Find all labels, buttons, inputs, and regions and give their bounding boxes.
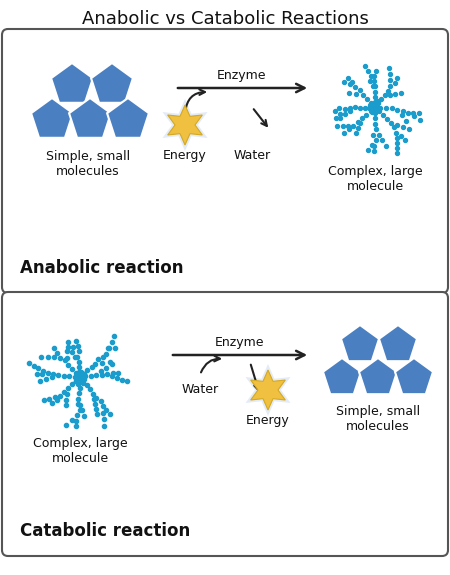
Text: Enzyme: Enzyme xyxy=(215,336,265,349)
Text: Complex, large
molecule: Complex, large molecule xyxy=(33,437,127,465)
FancyBboxPatch shape xyxy=(2,292,448,556)
Polygon shape xyxy=(162,99,207,151)
Polygon shape xyxy=(246,364,291,416)
Polygon shape xyxy=(107,98,149,138)
Polygon shape xyxy=(168,105,202,145)
Polygon shape xyxy=(323,358,361,394)
Polygon shape xyxy=(341,325,379,361)
Text: Simple, small
molecules: Simple, small molecules xyxy=(336,405,420,433)
Text: Energy: Energy xyxy=(163,149,207,162)
Text: Catabolic reaction: Catabolic reaction xyxy=(20,522,190,540)
Polygon shape xyxy=(379,325,417,361)
Polygon shape xyxy=(251,370,285,410)
Polygon shape xyxy=(31,98,73,138)
FancyBboxPatch shape xyxy=(2,29,448,293)
Text: Anabolic reaction: Anabolic reaction xyxy=(20,259,184,277)
Polygon shape xyxy=(91,63,133,103)
Polygon shape xyxy=(359,358,397,394)
Polygon shape xyxy=(69,98,111,138)
Text: Anabolic vs Catabolic Reactions: Anabolic vs Catabolic Reactions xyxy=(81,10,369,28)
Text: Water: Water xyxy=(181,383,219,396)
Text: Simple, small
molecules: Simple, small molecules xyxy=(46,150,130,178)
Text: Enzyme: Enzyme xyxy=(217,69,267,82)
Text: Water: Water xyxy=(234,149,270,162)
Text: Energy: Energy xyxy=(246,414,290,427)
Polygon shape xyxy=(395,358,433,394)
Text: Complex, large
molecule: Complex, large molecule xyxy=(328,165,422,193)
Polygon shape xyxy=(51,63,93,103)
